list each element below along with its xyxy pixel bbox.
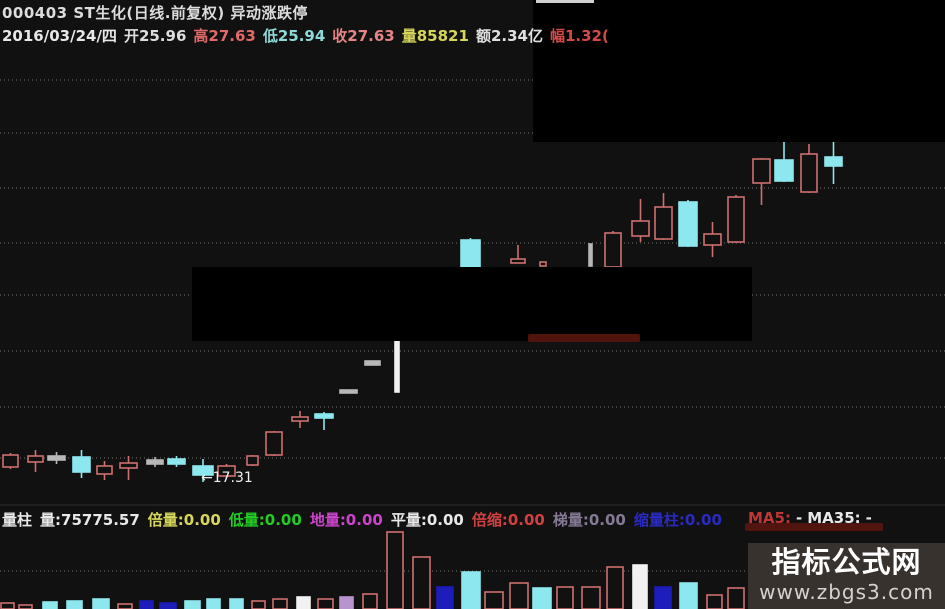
watermark-title: 指标公式网 [771, 545, 922, 579]
indicator-field-8: 缩量柱:0.00 [633, 511, 722, 529]
watermark-logo: 指标公式网 www.zbgs3.com [748, 543, 945, 609]
ohlc-info-row: 2016/03/24/四 开25.96 高27.63 低25.94 收27.63 量858… [2, 25, 609, 46]
indicator-field-2: 倍量:0.00 [147, 511, 221, 529]
candles [2, 137, 843, 482]
quote-field-1: 开25.96 [123, 27, 187, 45]
stock-title: 000403 ST生化(日线.前复权) 异动涨跌停 [2, 4, 309, 22]
redaction-boxes [192, 0, 945, 531]
price-annotation: ←17.31 [201, 470, 253, 486]
indicator-field-3: 低量:0.00 [228, 511, 302, 529]
indicator-field-4: 地量:0.00 [309, 511, 383, 529]
ma-field-1: - [795, 509, 803, 527]
quote-field-2: 高27.63 [193, 27, 256, 45]
indicator-field-6: 倍缩:0.00 [471, 511, 545, 529]
redaction-box [192, 267, 752, 341]
indicator-field-1: 量:75775.57 [40, 511, 140, 529]
indicator-field-7: 梯量:0.00 [552, 511, 626, 529]
quote-field-4: 收27.63 [332, 27, 395, 45]
quote-field-5: 量85821 [401, 27, 469, 45]
indicator-field-5: 平量:0.00 [390, 511, 464, 529]
faint-red-watermark [528, 334, 640, 342]
ma-field-3: - [865, 509, 872, 527]
top-edge-strip [536, 0, 594, 3]
faint-red-watermark [745, 523, 883, 531]
indicator-field-0: 量柱 [2, 511, 33, 529]
quote-field-0: 2016/03/24/四 [2, 27, 117, 45]
quote-field-7: 幅1.32( [549, 27, 609, 45]
ma-field-2: MA35: [807, 509, 861, 527]
redaction-box [533, 0, 945, 142]
watermark-url: www.zbgs3.com [759, 580, 934, 604]
quote-field-3: 低25.94 [262, 27, 326, 45]
ma-values-row: MA5: - MA35: - [748, 509, 872, 527]
volume-bars [0, 531, 745, 609]
volume-indicator-row: 量柱 量:75775.57 倍量:0.00 低量:0.00 地量:0.00 平量:0.00… [2, 509, 722, 530]
quote-field-6: 额2.34亿 [475, 27, 543, 45]
ma-field-0: MA5: [748, 509, 791, 527]
